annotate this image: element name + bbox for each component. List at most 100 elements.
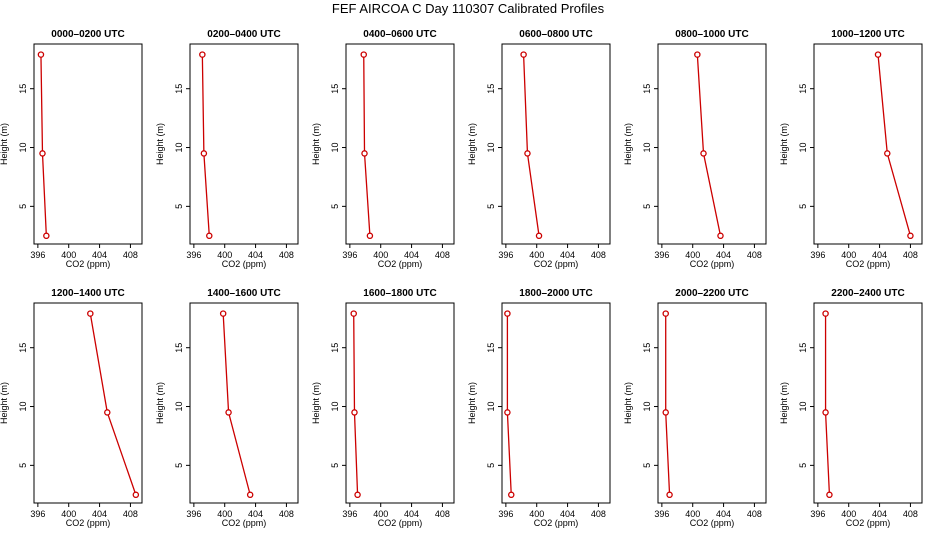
y-axis-label: Height (m) [311,382,321,424]
x-tick-label: 396 [30,509,45,519]
figure-title: FEF AIRCOA C Day 110307 Calibrated Profi… [332,1,605,16]
panel-title: 1800–2000 UTC [519,288,592,299]
data-point [524,150,531,157]
y-tick-label: 5 [486,463,496,468]
profile-panel: 0400–0600 UTC 396 400 404 408 5 10 15 CO2 (ppm) H… [311,29,455,269]
x-tick-label: 400 [685,250,700,260]
x-tick-label: 404 [92,250,107,260]
profile-line [665,313,671,495]
data-point [132,491,140,499]
plot-frame [345,302,455,504]
y-tick-label: 10 [798,402,808,412]
profile-panel: 2200–2400 UTC 396 400 404 408 5 10 15 CO2 (ppm) H… [779,288,923,528]
y-axis-label: Height (m) [779,123,789,165]
panel-title: 1000–1200 UTC [831,29,904,40]
profile-line [877,54,912,236]
y-tick-label: 10 [486,143,496,153]
data-point [104,409,111,416]
profile-panel: 1600–1800 UTC 396 400 404 408 5 10 15 CO2 (ppm) H… [311,288,455,528]
plot-frame [33,43,143,245]
panel-title: 0000–0200 UTC [51,29,124,40]
x-axis-label: CO2 (ppm) [846,518,891,528]
x-tick-label: 396 [30,250,45,260]
x-axis-label: CO2 (ppm) [378,518,423,528]
y-tick-label: 15 [798,343,808,353]
panel-title: 1600–1800 UTC [363,288,436,299]
x-tick-label: 404 [248,250,263,260]
y-axis-label: Height (m) [623,382,633,424]
data-point [694,51,701,58]
panel-title: 1200–1400 UTC [51,288,124,299]
x-axis-label: CO2 (ppm) [222,518,267,528]
x-tick-label: 400 [217,509,232,519]
plot-frame [501,43,611,245]
x-axis-label: CO2 (ppm) [222,259,267,269]
y-tick-label: 15 [642,343,652,353]
x-tick-label: 396 [186,250,201,260]
x-axis-label: CO2 (ppm) [66,518,111,528]
x-tick-label: 404 [560,509,575,519]
y-tick-label: 5 [174,463,184,468]
x-tick-label: 408 [123,509,138,519]
profile-line [696,54,722,236]
data-point [520,51,527,58]
x-tick-label: 404 [404,509,419,519]
x-tick-label: 408 [903,250,918,260]
x-tick-label: 400 [61,509,76,519]
y-tick-label: 10 [330,402,340,412]
data-point [87,310,94,317]
y-tick-label: 15 [18,343,28,353]
y-tick-label: 15 [174,84,184,94]
profile-line [363,54,371,236]
x-tick-label: 404 [872,509,887,519]
x-tick-label: 396 [654,250,669,260]
data-point [39,150,46,157]
y-axis-label: Height (m) [779,382,789,424]
y-axis-label: Height (m) [467,382,477,424]
x-tick-label: 396 [498,509,513,519]
x-tick-label: 396 [342,509,357,519]
x-tick-label: 404 [872,250,887,260]
y-tick-label: 10 [642,402,652,412]
data-point [700,150,707,157]
x-tick-label: 400 [373,509,388,519]
plot-frame [33,302,143,504]
panel-title: 0400–0600 UTC [363,29,436,40]
x-axis-label: CO2 (ppm) [846,259,891,269]
data-point [351,409,358,416]
y-tick-label: 15 [18,84,28,94]
y-tick-label: 10 [18,143,28,153]
profile-panel: 2000–2200 UTC 396 400 404 408 5 10 15 CO2 (ppm) H… [623,288,767,528]
y-tick-label: 5 [174,204,184,209]
profile-panel: 1000–1200 UTC 396 400 404 408 5 10 15 CO2 (ppm) H… [779,29,923,269]
data-point [717,232,724,240]
y-tick-label: 5 [330,463,340,468]
panel-title: 0800–1000 UTC [675,29,748,40]
y-tick-label: 5 [798,463,808,468]
profile-panel: 0200–0400 UTC 396 400 404 408 5 10 15 CO2 (ppm) H… [155,29,299,269]
panel-title: 2000–2200 UTC [675,288,748,299]
data-point [206,232,213,240]
x-axis-label: CO2 (ppm) [534,259,579,269]
profile-line [201,54,210,236]
plot-frame [501,302,611,504]
x-tick-label: 396 [186,509,201,519]
profile-panel: 0000–0200 UTC 396 400 404 408 5 10 15 CO2 (ppm) H… [0,29,143,269]
y-tick-label: 10 [642,143,652,153]
data-point [246,491,254,499]
y-tick-label: 15 [642,84,652,94]
y-axis-label: Height (m) [155,382,165,424]
plot-frame [813,302,923,504]
profile-panel: 1200–1400 UTC 396 400 404 408 5 10 15 CO2 (ppm) H… [0,288,143,528]
y-tick-label: 5 [330,204,340,209]
data-point [535,232,543,240]
data-point [666,491,673,499]
y-tick-label: 15 [486,84,496,94]
x-tick-label: 408 [123,250,138,260]
x-tick-label: 400 [841,509,856,519]
data-point [350,310,357,317]
panel-title: 0200–0400 UTC [207,29,280,40]
x-tick-label: 408 [747,509,762,519]
x-tick-label: 396 [810,250,825,260]
x-tick-label: 404 [716,250,731,260]
